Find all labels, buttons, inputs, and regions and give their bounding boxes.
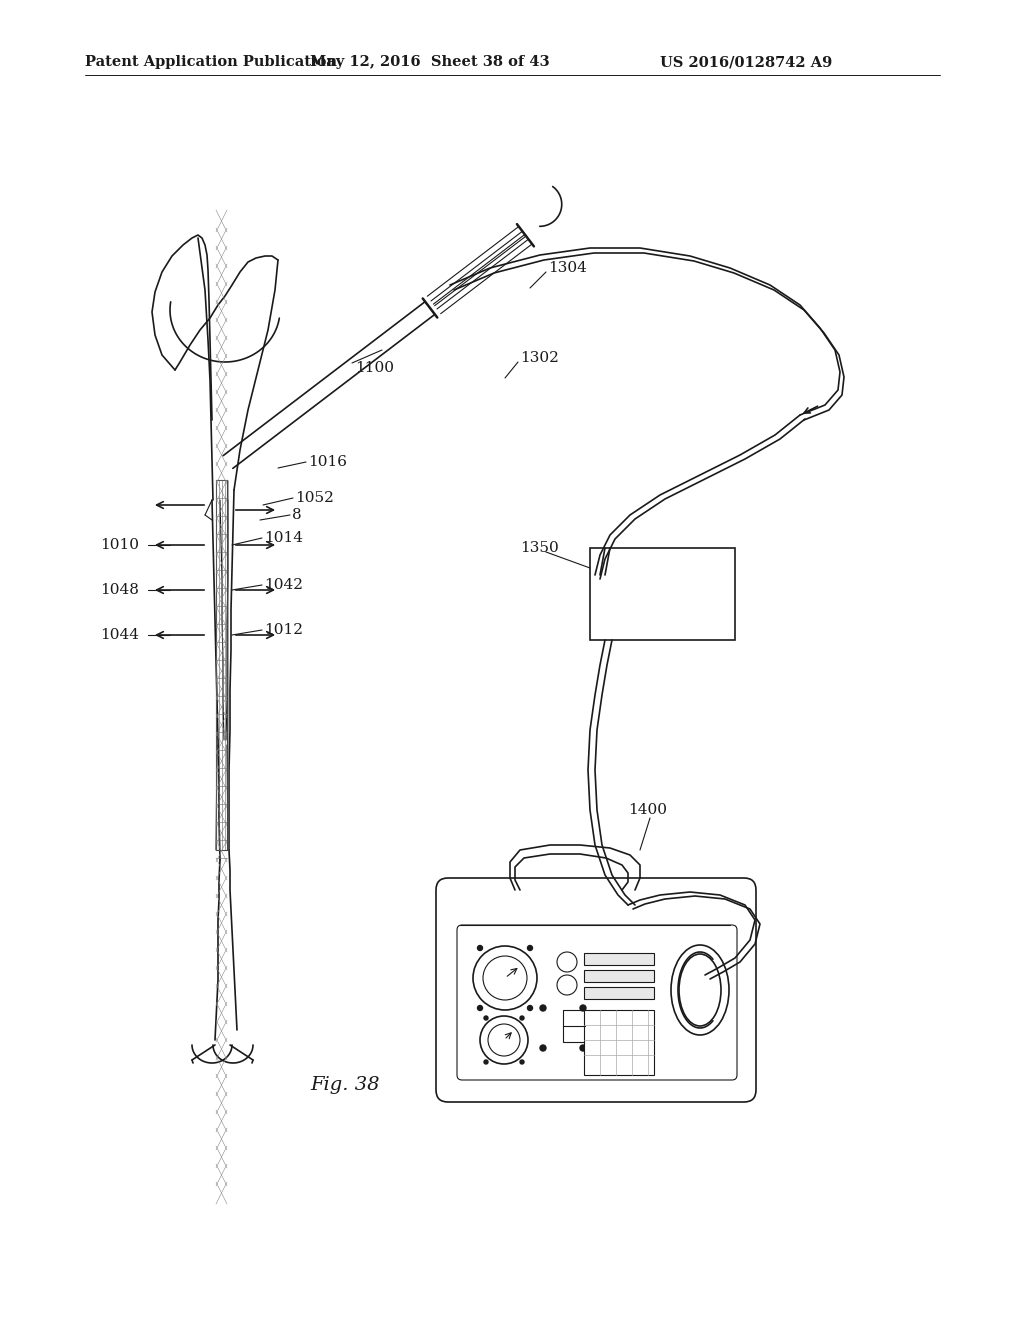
Circle shape xyxy=(580,1005,586,1011)
Bar xyxy=(590,548,735,640)
Text: 1044: 1044 xyxy=(100,628,139,642)
Text: 8: 8 xyxy=(292,508,302,521)
Text: 1012: 1012 xyxy=(264,623,303,638)
Circle shape xyxy=(477,1006,482,1011)
Text: Fig. 38: Fig. 38 xyxy=(310,1076,380,1094)
FancyBboxPatch shape xyxy=(436,878,756,1102)
Text: 1052: 1052 xyxy=(295,491,334,506)
Circle shape xyxy=(520,1016,524,1020)
Circle shape xyxy=(477,945,482,950)
Circle shape xyxy=(527,945,532,950)
Circle shape xyxy=(520,1060,524,1064)
Text: 1042: 1042 xyxy=(264,578,303,591)
Circle shape xyxy=(484,1060,488,1064)
Bar xyxy=(584,953,654,965)
Text: 1048: 1048 xyxy=(100,583,139,597)
Text: Patent Application Publication: Patent Application Publication xyxy=(85,55,337,69)
Bar xyxy=(584,970,654,982)
Circle shape xyxy=(540,1045,546,1051)
Bar xyxy=(584,987,654,999)
Text: 1010: 1010 xyxy=(100,539,139,552)
FancyBboxPatch shape xyxy=(457,925,737,1080)
Circle shape xyxy=(580,1045,586,1051)
Text: 1302: 1302 xyxy=(520,351,559,366)
Text: 1014: 1014 xyxy=(264,531,303,545)
Circle shape xyxy=(484,1016,488,1020)
Text: 1400: 1400 xyxy=(628,803,667,817)
Bar xyxy=(563,1010,585,1041)
Text: 1016: 1016 xyxy=(308,455,347,469)
Circle shape xyxy=(540,1005,546,1011)
Text: US 2016/0128742 A9: US 2016/0128742 A9 xyxy=(660,55,833,69)
Text: May 12, 2016  Sheet 38 of 43: May 12, 2016 Sheet 38 of 43 xyxy=(310,55,550,69)
Text: 1350: 1350 xyxy=(520,541,559,554)
Bar xyxy=(584,1010,654,1074)
Text: 1304: 1304 xyxy=(548,261,587,275)
Text: 1100: 1100 xyxy=(355,360,394,375)
Circle shape xyxy=(527,1006,532,1011)
